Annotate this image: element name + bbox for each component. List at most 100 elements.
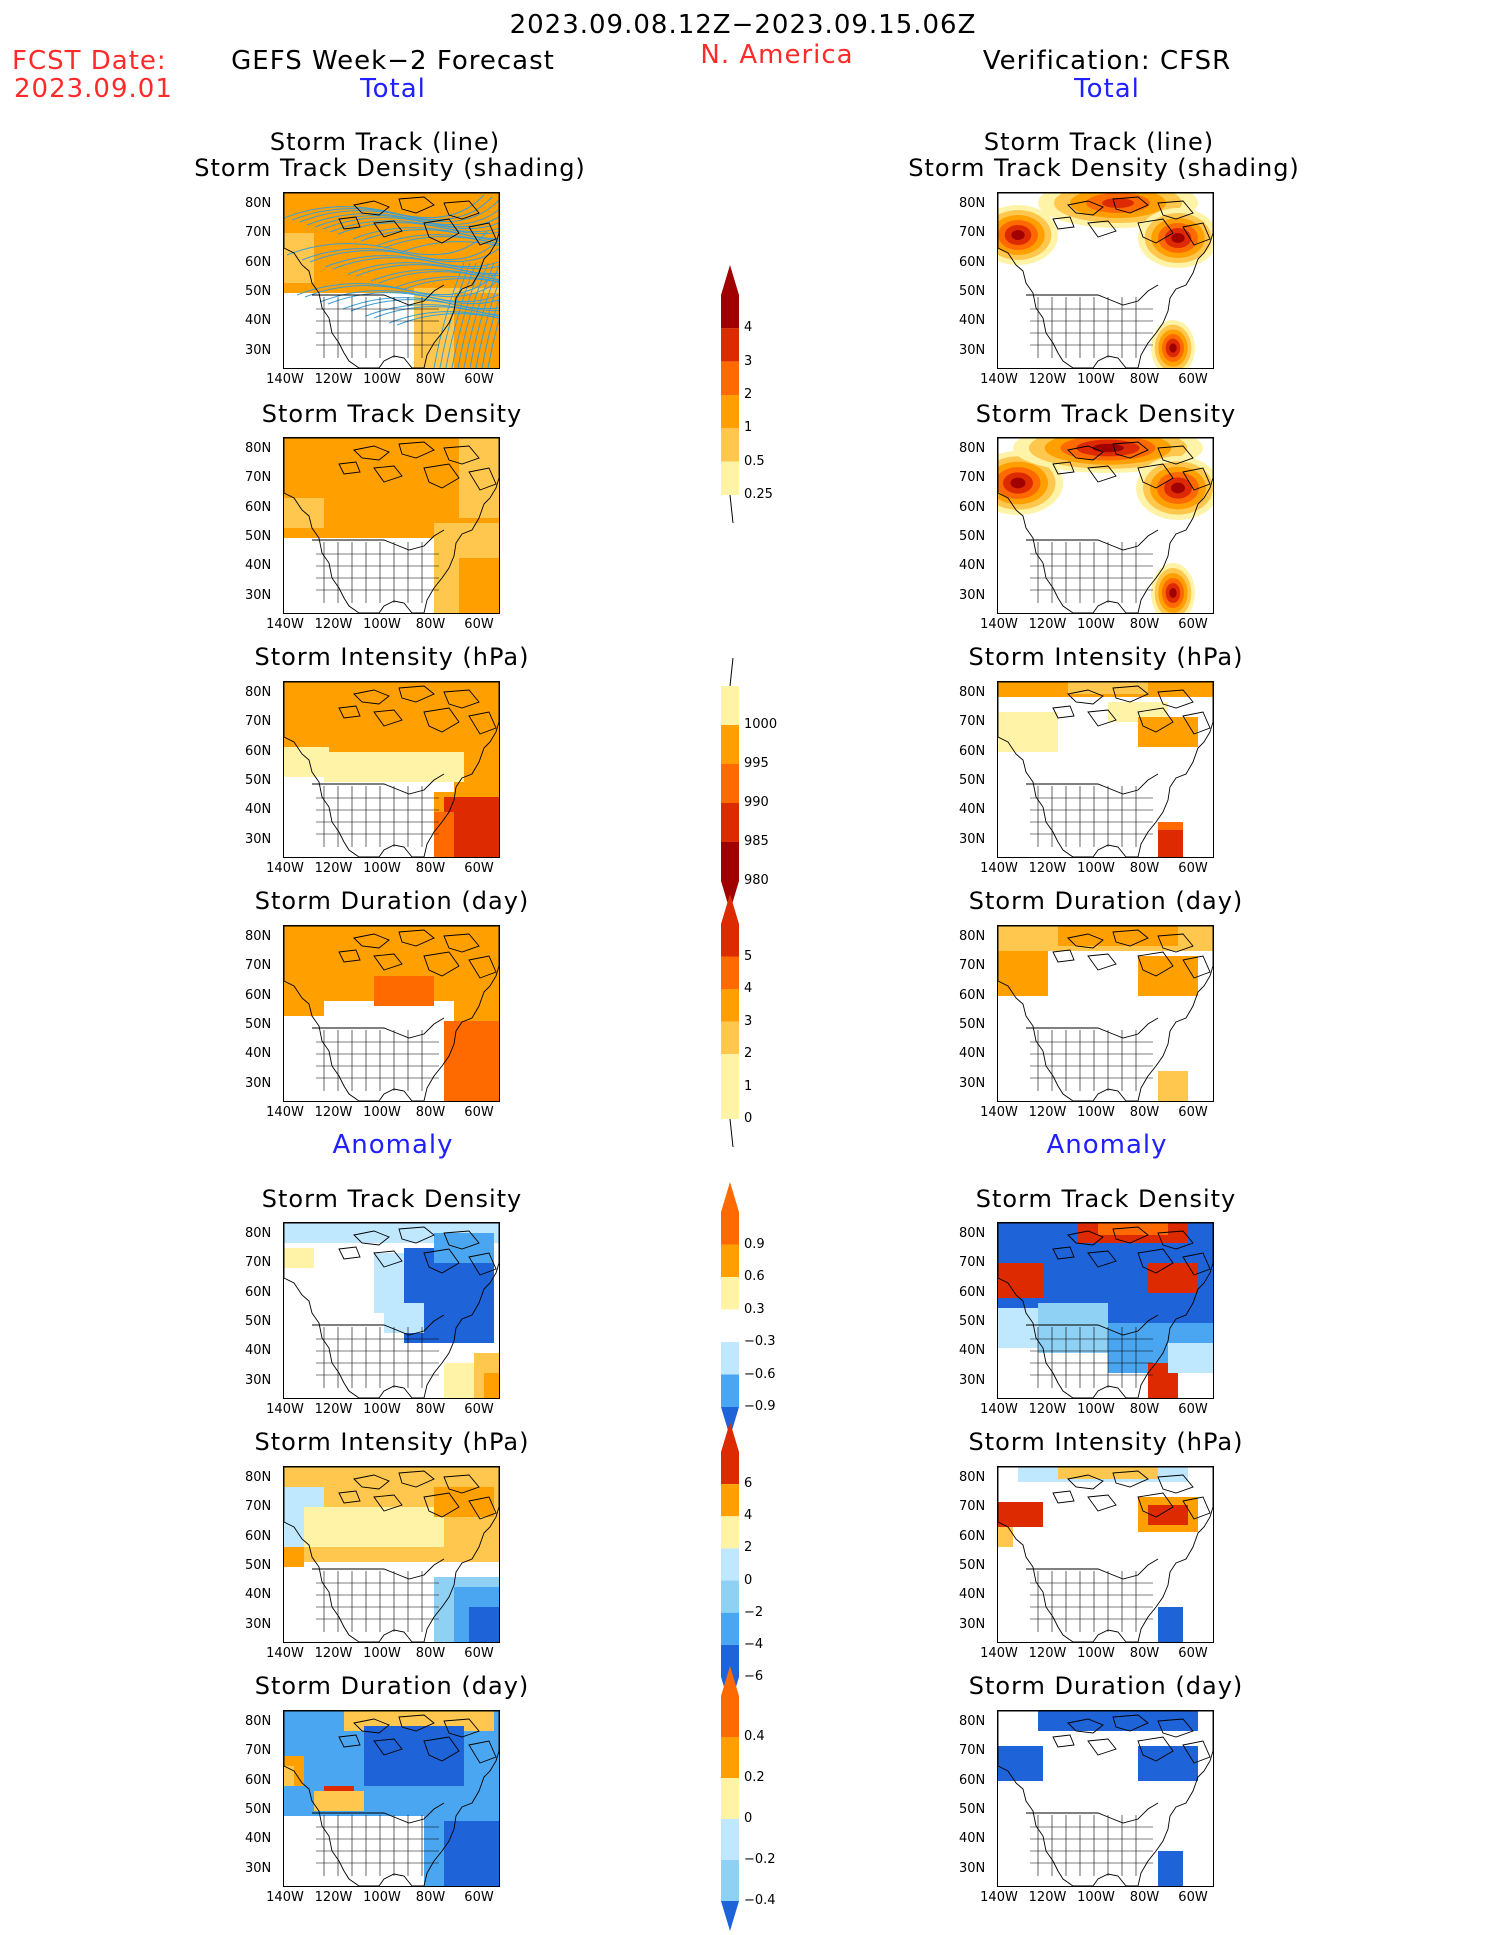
lat-tick-label: 40N [245, 313, 272, 329]
lat-tick-label: 50N [959, 1313, 986, 1329]
lat-tick-label: 50N [959, 528, 986, 544]
lon-tick-label: 100W [1077, 1402, 1115, 1417]
lon-tick-label: 60W [464, 1402, 494, 1417]
colorbar-intensity-total [720, 656, 740, 915]
lon-tick-label: 80W [415, 1890, 446, 1905]
lat-tick-label: 50N [959, 283, 986, 299]
lat-tick-label: 80N [959, 929, 986, 944]
colorbar-label: 4 [744, 1508, 753, 1524]
lon-tick-label: 140W [266, 1402, 304, 1417]
lat-tick-label: 60N [245, 1528, 272, 1544]
lat-tick-label: 50N [245, 1313, 272, 1329]
colorbar-label: 1000 [744, 717, 778, 732]
lon-tick-label: 60W [464, 861, 494, 876]
lon-tick-label: 80W [1129, 1646, 1160, 1661]
lon-tick-label: 100W [363, 861, 401, 876]
lon-tick-label: 140W [266, 1105, 304, 1120]
lat-tick-label: 30N [959, 1372, 986, 1388]
lat-tick-label: 40N [959, 1587, 986, 1603]
lat-tick-label: 40N [959, 802, 986, 818]
lon-tick-label: 100W [1077, 1890, 1115, 1905]
lat-tick-label: 30N [959, 1860, 986, 1876]
colorbar-label: −0.2 [744, 1852, 776, 1867]
colorbar-label: 0.9 [744, 1236, 765, 1252]
lon-tick-label: 140W [266, 861, 304, 876]
lon-tick-label: 80W [415, 372, 446, 387]
lon-tick-label: 100W [363, 1402, 401, 1417]
lon-tick-label: 100W [363, 1646, 401, 1661]
lat-tick-label: 30N [245, 1616, 272, 1632]
lat-tick-label: 70N [245, 1499, 272, 1515]
colorbar-label: 2 [744, 1540, 753, 1556]
lon-tick-label: 60W [1178, 372, 1208, 387]
colorbar-duration-anom [720, 1666, 740, 1935]
lat-tick-label: 40N [245, 1587, 272, 1603]
lat-tick-label: 50N [959, 1016, 986, 1032]
map-panel-right-1 [997, 192, 1214, 369]
colorbar-label: 4 [744, 320, 753, 336]
lat-tick-label: 40N [959, 558, 986, 574]
colorbar-duration-total [720, 894, 740, 1153]
lon-tick-label: 100W [1077, 617, 1115, 632]
lon-tick-label: 80W [1129, 861, 1160, 876]
lon-tick-label: 80W [1129, 1402, 1160, 1417]
lat-tick-label: 80N [245, 1470, 272, 1485]
lat-tick-label: 50N [245, 1557, 272, 1573]
colorbar-label: 0 [744, 1811, 753, 1826]
lat-tick-label: 60N [245, 499, 272, 515]
lon-tick-label: 80W [1129, 617, 1160, 632]
total-label-left: Total [360, 74, 426, 104]
colorbar-label: 6 [744, 1476, 753, 1492]
lon-tick-label: 140W [266, 617, 304, 632]
lon-tick-label: 120W [1028, 1105, 1067, 1120]
lat-tick-label: 80N [959, 441, 986, 456]
colorbar-label: 0 [744, 1572, 753, 1588]
lat-tick-label: 70N [959, 225, 986, 241]
lon-tick-label: 140W [980, 1890, 1018, 1905]
lat-tick-label: 60N [959, 254, 986, 270]
colorbar-label: −0.4 [744, 1893, 776, 1908]
lon-tick-label: 120W [1028, 1890, 1067, 1905]
anomaly-label-left: Anomaly [332, 1130, 454, 1160]
colorbar-label: −0.6 [744, 1366, 776, 1382]
lat-tick-label: 40N [959, 313, 986, 329]
panel5-title-right: Storm Track Density [975, 1185, 1237, 1213]
lon-tick-label: 120W [1028, 617, 1067, 632]
lon-tick-label: 80W [1129, 1890, 1160, 1905]
map-panel-left-6 [283, 1466, 500, 1643]
colorbar-label: 5 [744, 948, 753, 964]
lat-tick-label: 40N [245, 1046, 272, 1062]
lat-tick-label: 30N [959, 587, 986, 603]
lon-tick-label: 60W [464, 1890, 494, 1905]
lat-tick-label: 30N [245, 831, 272, 847]
lon-tick-label: 80W [415, 1402, 446, 1417]
lat-tick-label: 80N [245, 1714, 272, 1729]
lon-tick-label: 60W [1178, 861, 1208, 876]
lon-tick-label: 60W [1178, 1646, 1208, 1661]
lat-tick-label: 60N [959, 987, 986, 1003]
lon-tick-label: 80W [415, 1646, 446, 1661]
panel6-title-left: Storm Intensity (hPa) [254, 1428, 530, 1456]
left-column-title: GEFS Week−2 Forecast [231, 46, 555, 76]
lat-tick-label: 50N [245, 1016, 272, 1032]
lat-tick-label: 30N [245, 1075, 272, 1091]
lon-tick-label: 60W [464, 617, 494, 632]
lon-tick-label: 120W [1028, 1646, 1067, 1661]
map-panel-left-5 [283, 1222, 500, 1399]
lat-tick-label: 60N [959, 743, 986, 759]
lon-tick-label: 60W [464, 1105, 494, 1120]
lon-tick-label: 120W [314, 617, 353, 632]
map-panel-right-4 [997, 925, 1214, 1102]
map-panel-left-3 [283, 681, 500, 858]
lat-tick-label: 30N [959, 831, 986, 847]
lon-tick-label: 140W [266, 1890, 304, 1905]
lat-tick-label: 70N [959, 1255, 986, 1271]
lat-tick-label: 70N [245, 225, 272, 241]
lon-tick-label: 140W [980, 1646, 1018, 1661]
colorbar-label: 4 [744, 981, 753, 996]
lat-tick-label: 80N [959, 1714, 986, 1729]
colorbar-label: −0.3 [744, 1334, 776, 1349]
lon-tick-label: 120W [314, 1402, 353, 1417]
lat-tick-label: 30N [959, 1075, 986, 1091]
lat-tick-label: 70N [959, 714, 986, 730]
